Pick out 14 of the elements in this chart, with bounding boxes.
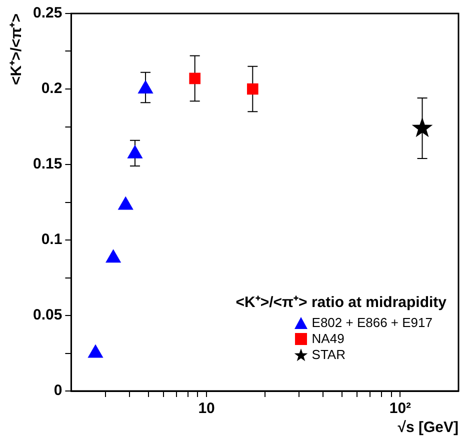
y-tick-label: 0.25 [32,4,62,22]
x-tick-label: 10 [198,400,215,418]
legend-label: NA49 [312,331,344,347]
legend-label: STAR [312,347,346,363]
y-axis-title: <K⁺>/<π⁺> [8,13,26,86]
y-tick-label: 0 [54,382,62,400]
x-axis-title: √s [GeV] [398,419,458,436]
x-tick-label: 10² [389,400,412,418]
y-tick-label: 0.15 [32,156,62,173]
legend-label: E802 + E866 + E917 [312,315,432,331]
legend-title: <K⁺>/<π⁺> ratio at midrapidity [236,293,446,311]
y-tick-label: 0.05 [32,306,62,324]
y-tick-label: 0.2 [41,80,62,98]
y-tick-label: 0.1 [41,231,62,248]
